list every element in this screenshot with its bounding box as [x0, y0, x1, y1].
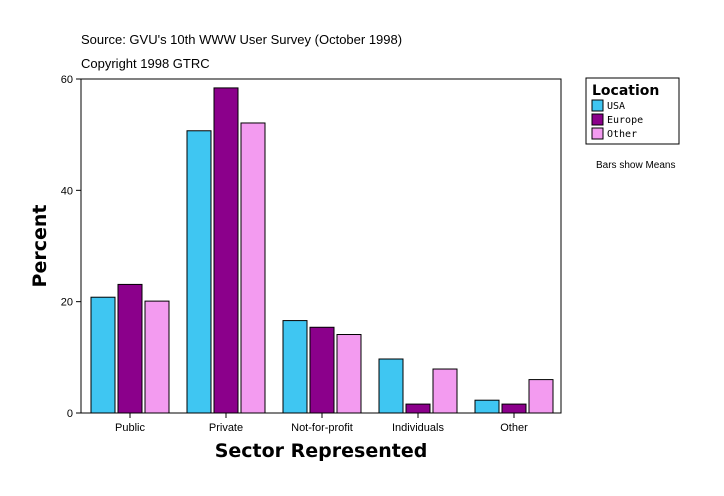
bar-europe-not-for-profit: [309, 326, 335, 414]
bar-europe-private: [213, 87, 239, 414]
x-tick-label: Other: [500, 422, 528, 434]
bar-other-other: [528, 379, 554, 414]
legend-title: Location: [592, 83, 659, 99]
bar-other-individuals: [432, 368, 458, 414]
x-tick-label: Public: [115, 422, 145, 434]
legend-label-usa: USA: [607, 101, 625, 112]
bar-other-public: [144, 300, 170, 414]
source-text: Source: GVU's 10th WWW User Survey (Octo…: [81, 32, 402, 47]
y-tick-label: 40: [61, 185, 73, 197]
bar-usa-individuals: [378, 358, 404, 414]
x-tick-label: Individuals: [392, 422, 444, 434]
x-axis: Public Private Not-for-profit Individuals Ot…: [115, 413, 528, 434]
bar-other-not-for-profit: [336, 334, 362, 414]
legend-label-europe: Europe: [607, 115, 643, 126]
bar-usa-private: [186, 130, 212, 414]
bars-group: [90, 87, 554, 414]
bar-usa-not-for-profit: [282, 320, 308, 414]
legend-swatch-other: [591, 127, 604, 140]
bar-usa-other: [474, 399, 500, 414]
copyright-text: Copyright 1998 GTRC: [81, 56, 210, 71]
y-tick-label: 20: [61, 297, 73, 309]
y-tick-label: 60: [61, 74, 73, 86]
x-tick-label: Private: [209, 422, 243, 434]
legend-label-other: Other: [607, 129, 637, 140]
bar-other-private: [240, 122, 266, 414]
bar-usa-public: [90, 296, 116, 414]
legend-swatch-usa: [591, 99, 604, 112]
y-axis-title: Percent: [29, 205, 51, 288]
x-tick-label: Not-for-profit: [291, 422, 353, 434]
bar-europe-other: [501, 403, 527, 414]
bar-europe-individuals: [405, 403, 431, 414]
bar-europe-public: [117, 283, 143, 414]
legend: Location USA Europe Other: [585, 77, 680, 145]
legend-swatch-europe: [591, 113, 604, 126]
bars-note: Bars show Means: [596, 160, 675, 171]
legend-items: USA Europe Other: [591, 99, 643, 140]
x-axis-title: Sector Represented: [215, 440, 428, 462]
y-axis: 0 20 40 60: [61, 74, 81, 420]
y-tick-label: 0: [67, 408, 73, 420]
